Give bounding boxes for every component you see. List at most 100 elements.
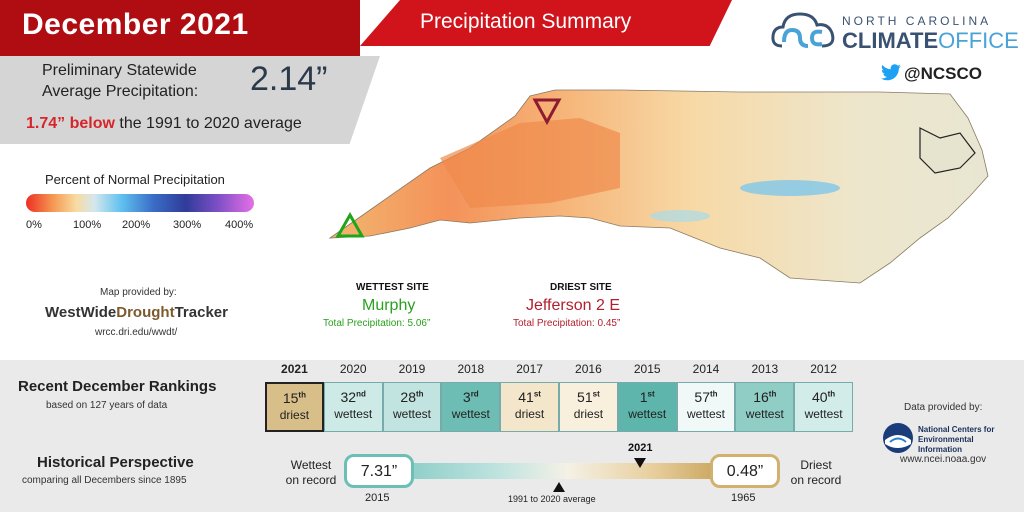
data-provider-url[interactable]: www.ncei.noaa.gov	[900, 454, 987, 465]
ranking-rank: 15th	[282, 390, 306, 406]
ranking-type: wettest	[451, 407, 490, 421]
ranking-rank: 40th	[812, 389, 836, 405]
anomaly-value: 1.74” below	[26, 115, 115, 132]
wettest-site-total: Total Precipitation: 5.06”	[323, 318, 431, 329]
rankings-heading: Recent December Rankings	[18, 378, 217, 395]
average-label-line1: Preliminary Statewide	[42, 62, 197, 79]
ranking-type: wettest	[628, 407, 667, 421]
legend-tick-200: 200%	[122, 219, 151, 231]
ranking-cell: 32nd wettest	[323, 382, 383, 432]
driest-site-total: Total Precipitation: 0.45”	[513, 318, 621, 329]
ranking-cell: 16th wettest	[735, 382, 795, 432]
map-provider-name: WestWideDroughtTracker	[45, 304, 228, 321]
legend-tick-0: 0%	[26, 219, 42, 231]
current-year-marker-label: 2021	[628, 442, 653, 454]
ranking-year: 2017	[516, 362, 543, 376]
logo-line2: CLIMATEOFFICE	[842, 28, 1019, 53]
statewide-average-panel	[0, 56, 380, 144]
data-provider-label: Data provided by:	[904, 402, 983, 413]
legend-color-bar	[26, 194, 254, 212]
ranking-type: driest	[514, 407, 545, 421]
ranking-year: 2018	[457, 362, 485, 376]
ranking-type: wettest	[334, 407, 373, 421]
driest-site-heading: DRIEST SITE	[550, 282, 612, 293]
ranking-cell: 40th wettest	[794, 382, 853, 432]
ranking-year: 2016	[575, 362, 602, 376]
header-subtitle-banner	[360, 0, 732, 46]
ranking-rank: 57th	[694, 389, 718, 405]
ranking-year: 2012	[810, 362, 837, 376]
ranking-type: driest	[279, 408, 310, 422]
map-provider-label: Map provided by:	[100, 287, 177, 298]
ranking-cell: 1st wettest	[617, 382, 677, 432]
ranking-year: 2021	[281, 362, 308, 376]
twitter-handle[interactable]: @NCSCO	[904, 64, 982, 83]
data-provider-name: National Centers for Environmental Inform…	[918, 425, 995, 454]
driest-record-year: 1965	[731, 492, 756, 504]
noaa-logo-icon	[883, 423, 913, 453]
logo-line1: NORTH CAROLINA	[842, 14, 992, 28]
wettest-record-year: 2015	[365, 492, 390, 504]
ranking-type: wettest	[392, 407, 431, 421]
ranking-type: wettest	[745, 407, 784, 421]
sound-outline	[919, 127, 976, 174]
ranking-year: 2013	[751, 362, 779, 376]
history-subheading: comparing all Decembers since 1895	[22, 475, 187, 486]
ranking-type: wettest	[686, 407, 725, 421]
ranking-rank: 3rd	[462, 389, 479, 405]
driest-record-label: Driest on record	[790, 458, 842, 487]
wettest-record-label: Wettest on record	[285, 458, 337, 487]
precipitation-map	[328, 89, 989, 284]
ranking-year: 2015	[633, 362, 661, 376]
average-label-line2: Average Precipitation:	[42, 83, 199, 100]
current-year-marker-icon	[634, 458, 646, 468]
legend-tick-300: 300%	[173, 219, 202, 231]
ranking-cells-row: 15th driest 32nd wettest 28th wettest 3rd wette…	[265, 382, 853, 432]
map-provider-url[interactable]: wrcc.dri.edu/wwdt/	[95, 327, 178, 338]
ranking-years-row: 2021 2020 2019 2018 2017 2016 2015 2014 2013 2012	[265, 362, 853, 376]
ranking-year: 2020	[339, 362, 367, 376]
wettest-site-heading: WETTEST SITE	[356, 282, 429, 293]
ranking-year: 2014	[692, 362, 720, 376]
average-marker-label: 1991 to 2020 average	[508, 494, 596, 504]
ranking-cell: 51st driest	[559, 382, 618, 432]
legend-tick-100: 100%	[73, 219, 102, 231]
average-value: 2.14”	[250, 60, 328, 98]
wet-region	[740, 180, 840, 196]
ranking-cell: 28th wettest	[382, 382, 442, 432]
wettest-site-marker-icon	[335, 211, 365, 238]
wettest-record-value: 7.31”	[344, 454, 414, 488]
historical-scale-bar	[380, 463, 720, 479]
ranking-year: 2019	[398, 362, 426, 376]
ranking-cell: 41st driest	[500, 382, 559, 432]
ranking-rank: 16th	[753, 389, 777, 405]
ranking-type: wettest	[804, 407, 843, 421]
driest-site-marker-icon	[532, 98, 562, 126]
anomaly-text: the 1991 to 2020 average	[114, 115, 302, 132]
ranking-cell: 3rd wettest	[441, 382, 501, 432]
page-subtitle: Precipitation Summary	[420, 10, 632, 33]
legend-title: Percent of Normal Precipitation	[45, 172, 225, 187]
ranking-cell: 57th wettest	[676, 382, 736, 432]
ranking-cell: 15th driest	[265, 382, 324, 432]
driest-site-name: Jefferson 2 E	[526, 297, 620, 314]
page-title: December 2021	[22, 8, 249, 41]
cloud-logo-icon	[771, 12, 835, 48]
legend-tick-400: 400%	[225, 219, 254, 231]
ranking-type: driest	[573, 407, 604, 421]
ranking-rank: 41st	[518, 389, 541, 405]
nc-state-shape	[328, 89, 989, 284]
rankings-subheading: based on 127 years of data	[46, 400, 168, 411]
history-heading: Historical Perspective	[37, 454, 194, 471]
twitter-icon	[881, 64, 901, 81]
wet-region-2	[650, 210, 710, 222]
average-anomaly: 1.74” below the 1991 to 2020 average	[26, 115, 302, 133]
ranking-rank: 51st	[577, 389, 600, 405]
ranking-rank: 28th	[400, 389, 424, 405]
ranking-rank: 32nd	[340, 389, 366, 405]
dry-region	[440, 118, 620, 208]
driest-record-value: 0.48”	[710, 454, 780, 488]
average-marker-icon	[553, 482, 565, 492]
ranking-rank: 1st	[639, 389, 655, 405]
header-title-banner	[0, 0, 360, 56]
